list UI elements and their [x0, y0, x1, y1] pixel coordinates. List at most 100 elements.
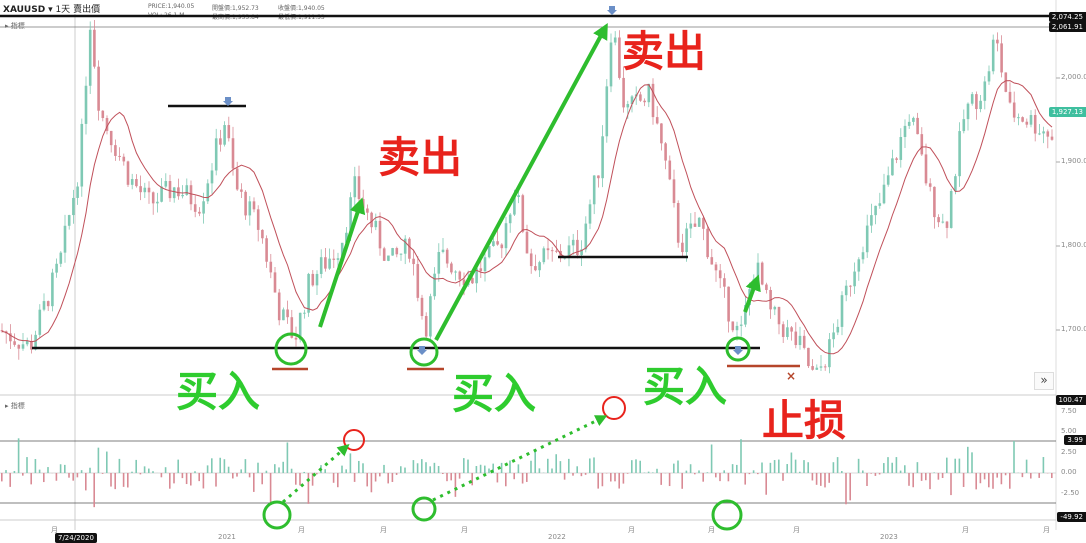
candle-body — [530, 253, 533, 266]
osc-bar — [959, 459, 961, 473]
last-price-badge: 1,927.13 — [1049, 107, 1086, 117]
osc-bar — [602, 473, 604, 486]
candle-body — [677, 203, 680, 243]
candle-body — [400, 254, 403, 255]
osc-bar — [950, 473, 952, 495]
osc-bar — [1038, 473, 1040, 478]
osc-bar — [803, 460, 805, 473]
osc-bar — [56, 473, 58, 481]
osc-bar — [614, 473, 616, 481]
candle-body — [333, 259, 336, 260]
candle-body — [366, 209, 369, 213]
candle-body — [421, 298, 424, 316]
osc-bar — [299, 473, 301, 485]
level-badge: 2,061.91 — [1049, 22, 1086, 32]
candle-body — [790, 327, 793, 331]
candle-body — [916, 118, 919, 134]
osc-bar — [694, 473, 696, 474]
candle-body — [845, 286, 848, 295]
osc-bar — [921, 473, 923, 481]
osc-bar — [152, 471, 154, 473]
candle-body — [627, 104, 630, 107]
candle-body — [165, 181, 168, 187]
osc-bar — [455, 473, 457, 497]
candle-body — [480, 268, 483, 271]
candle-body — [820, 366, 823, 367]
candle-body — [937, 217, 940, 222]
x-tick-label: 月 — [1043, 525, 1050, 535]
candle-body — [551, 250, 554, 251]
candle-body — [778, 307, 781, 324]
osc-buy-circle — [413, 498, 435, 520]
osc-bar — [203, 473, 205, 488]
osc-bar — [404, 468, 406, 473]
x-tick-label: 2022 — [548, 533, 566, 541]
osc-bar — [324, 469, 326, 473]
candle-body — [971, 94, 974, 104]
sell-label-1: 卖出 — [622, 18, 706, 79]
osc-bottom-badge: -49.92 — [1057, 512, 1086, 522]
scroll-right-button[interactable]: » — [1034, 372, 1054, 390]
osc-bar — [165, 467, 167, 473]
osc-bar — [774, 460, 776, 473]
osc-bar — [392, 473, 394, 482]
osc-bar — [912, 473, 914, 487]
candle-body — [984, 81, 987, 100]
candle-body — [337, 258, 340, 260]
osc-bar — [413, 460, 415, 473]
osc-bar — [904, 465, 906, 473]
candle-body — [207, 183, 210, 201]
osc-bar — [618, 473, 620, 489]
candle-body — [967, 104, 970, 119]
candle-body — [975, 94, 978, 109]
candle-body — [1038, 133, 1041, 134]
candle-body — [963, 119, 966, 131]
osc-bar — [534, 449, 536, 473]
candle-body — [866, 226, 869, 253]
osc-bar — [26, 457, 28, 473]
candle-body — [492, 241, 495, 246]
candle-body — [244, 192, 247, 216]
osc-bar — [828, 473, 830, 483]
x-tick-label: 月 — [628, 525, 635, 535]
candle-body — [438, 252, 441, 274]
candle-body — [64, 226, 67, 253]
osc-dotted-arrow — [433, 418, 602, 500]
candle-body — [543, 248, 546, 262]
osc-buy-circle — [264, 502, 290, 528]
candle-body — [538, 262, 541, 270]
osc-bar — [732, 464, 734, 473]
osc-bar — [316, 473, 318, 474]
osc-bar — [35, 459, 37, 473]
osc-bar — [681, 473, 683, 489]
osc-bar — [169, 473, 171, 489]
osc-bar — [240, 469, 242, 473]
osc-bar — [736, 465, 738, 473]
osc-bar — [366, 473, 368, 486]
osc-bar — [522, 473, 524, 484]
osc-bar — [266, 471, 268, 473]
candle-body — [942, 222, 945, 223]
osc-bar — [140, 473, 142, 474]
candle-body — [211, 170, 214, 183]
osc-bar — [925, 473, 927, 480]
candle-body — [706, 229, 709, 257]
osc-bar — [954, 459, 956, 473]
osc-bar — [287, 442, 289, 473]
candle-body — [177, 187, 180, 196]
candle-body — [160, 187, 163, 202]
osc-bar — [639, 461, 641, 473]
candle-body — [526, 232, 529, 254]
candle-body — [799, 336, 802, 345]
osc-bar — [791, 453, 793, 473]
candle-body — [190, 185, 193, 204]
candle-body — [1030, 115, 1033, 125]
candle-body — [118, 156, 121, 157]
osc-bar — [387, 473, 389, 483]
candle-body — [711, 257, 714, 264]
candle-body — [391, 248, 394, 255]
osc-bar — [530, 461, 532, 473]
osc-bar — [597, 473, 599, 489]
candle-body — [454, 272, 457, 273]
